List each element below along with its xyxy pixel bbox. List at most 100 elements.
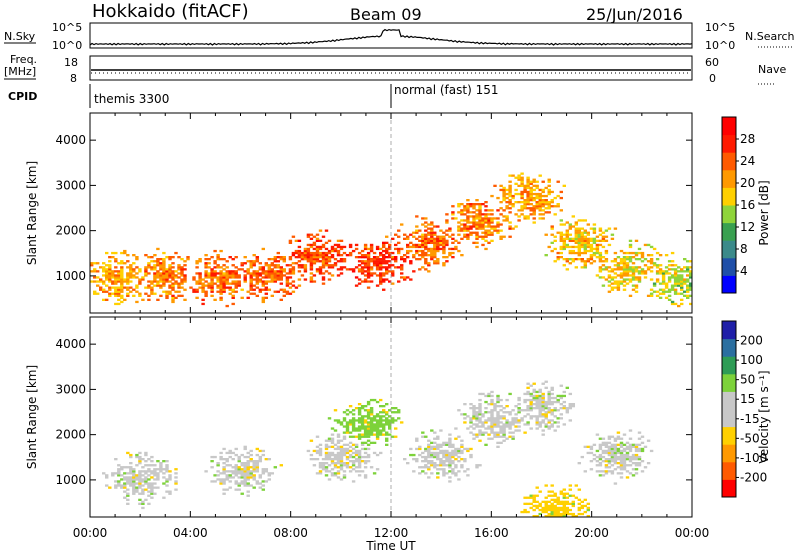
- heatmap-cell: [138, 460, 142, 463]
- heatmap-cell: [433, 245, 437, 249]
- heatmap-cell: [517, 184, 521, 187]
- heatmap-cell: [538, 421, 542, 424]
- heatmap-cell: [598, 268, 603, 271]
- heatmap-cell: [610, 455, 615, 459]
- heatmap-cell: [610, 464, 615, 467]
- heatmap-cell: [288, 276, 293, 279]
- heatmap-cell: [366, 254, 371, 257]
- heatmap-cell: [327, 256, 332, 259]
- heatmap-cell: [616, 451, 621, 455]
- heatmap-cell: [538, 194, 542, 198]
- heatmap-cell: [312, 251, 317, 255]
- heatmap-cell: [375, 421, 380, 424]
- heatmap-cell: [336, 421, 341, 424]
- heatmap-cell: [556, 500, 560, 503]
- heatmap-cell: [240, 462, 244, 465]
- heatmap-cell: [577, 237, 582, 240]
- colorbar-frame: [721, 320, 737, 498]
- heatmap-cell: [261, 268, 266, 271]
- heatmap-cell: [315, 256, 320, 259]
- heatmap-cell: [598, 254, 603, 257]
- heatmap-cell: [457, 455, 461, 459]
- heatmap-cell: [664, 282, 669, 285]
- heatmap-cell: [375, 400, 380, 404]
- heatmap-cell: [165, 270, 169, 273]
- heatmap-cell: [201, 284, 205, 287]
- heatmap-cell: [478, 417, 482, 420]
- heatmap-cell: [562, 515, 567, 518]
- heatmap-cell: [406, 243, 410, 247]
- heatmap-cell: [424, 245, 428, 249]
- heatmap-cell: [400, 268, 404, 271]
- heatmap-cell: [216, 478, 220, 481]
- heatmap-cell: [445, 219, 449, 222]
- heatmap-cell: [249, 260, 253, 263]
- heatmap-cell: [484, 231, 488, 234]
- heatmap-cell: [168, 256, 172, 259]
- heatmap-cell: [532, 188, 536, 192]
- heatmap-cell: [631, 455, 636, 459]
- heatmap-cell: [129, 274, 133, 277]
- heatmap-cell: [273, 260, 278, 263]
- heatmap-cell: [481, 227, 485, 230]
- heatmap-cell: [619, 468, 624, 471]
- heatmap-cell: [652, 247, 657, 251]
- heatmap-cell: [445, 449, 449, 453]
- heatmap-cell: [448, 441, 452, 444]
- heatmap-cell: [571, 512, 576, 516]
- heatmap-cell: [162, 268, 166, 271]
- heatmap-cell: [255, 466, 260, 469]
- heatmap-cell: [385, 241, 389, 244]
- heatmap-cell: [132, 274, 136, 277]
- heatmap-cell: [547, 192, 551, 196]
- heatmap-cell: [640, 268, 645, 271]
- heatmap-cell: [601, 235, 606, 238]
- heatmap-cell: [580, 239, 585, 242]
- heatmap-cell: [466, 209, 470, 212]
- heatmap-cell: [496, 405, 500, 408]
- heatmap-cell: [418, 239, 422, 242]
- heatmap-cell: [222, 280, 226, 283]
- heatmap-cell: [430, 227, 434, 230]
- heatmap-cell: [553, 196, 557, 200]
- colorbar-segment: [722, 152, 736, 171]
- heatmap-cell: [508, 180, 512, 183]
- heatmap-cell: [366, 423, 371, 426]
- heatmap-cell: [538, 512, 542, 516]
- heatmap-cell: [243, 256, 247, 259]
- heatmap-cell: [321, 468, 326, 471]
- heatmap-cell: [442, 453, 446, 457]
- heatmap-cell: [577, 243, 582, 247]
- heatmap-cell: [117, 262, 121, 265]
- heatmap-cell: [677, 282, 681, 285]
- heatmap-cell: [156, 478, 160, 481]
- heatmap-cell: [601, 451, 606, 455]
- heatmap-cell: [255, 256, 260, 259]
- heatmap-cell: [436, 476, 440, 479]
- heatmap-cell: [559, 512, 564, 516]
- heatmap-cell: [351, 409, 356, 412]
- heatmap-cell: [336, 466, 341, 469]
- heatmap-cell: [472, 203, 476, 206]
- heatmap-cell: [466, 237, 470, 240]
- heatmap-cell: [309, 260, 314, 263]
- heatmap-cell: [619, 460, 624, 463]
- heatmap-cell: [225, 280, 229, 283]
- heatmap-cell: [150, 266, 154, 269]
- heatmap-cell: [604, 249, 609, 253]
- heatmap-cell: [138, 268, 142, 271]
- heatmap-cell: [366, 421, 371, 424]
- heatmap-cell: [577, 251, 582, 255]
- colorbar-tick-label: 50: [740, 373, 755, 387]
- heatmap-cell: [385, 443, 389, 446]
- heatmap-cell: [487, 419, 491, 422]
- heatmap-cell: [517, 174, 521, 177]
- heatmap-cell: [430, 462, 434, 465]
- heatmap-cell: [628, 294, 633, 297]
- heatmap-cell: [433, 249, 437, 253]
- heatmap-cell: [433, 453, 437, 457]
- heatmap-cell: [655, 278, 660, 281]
- heatmap-cell: [144, 472, 148, 475]
- heatmap-cell: [535, 405, 539, 408]
- heatmap-cell: [469, 447, 473, 451]
